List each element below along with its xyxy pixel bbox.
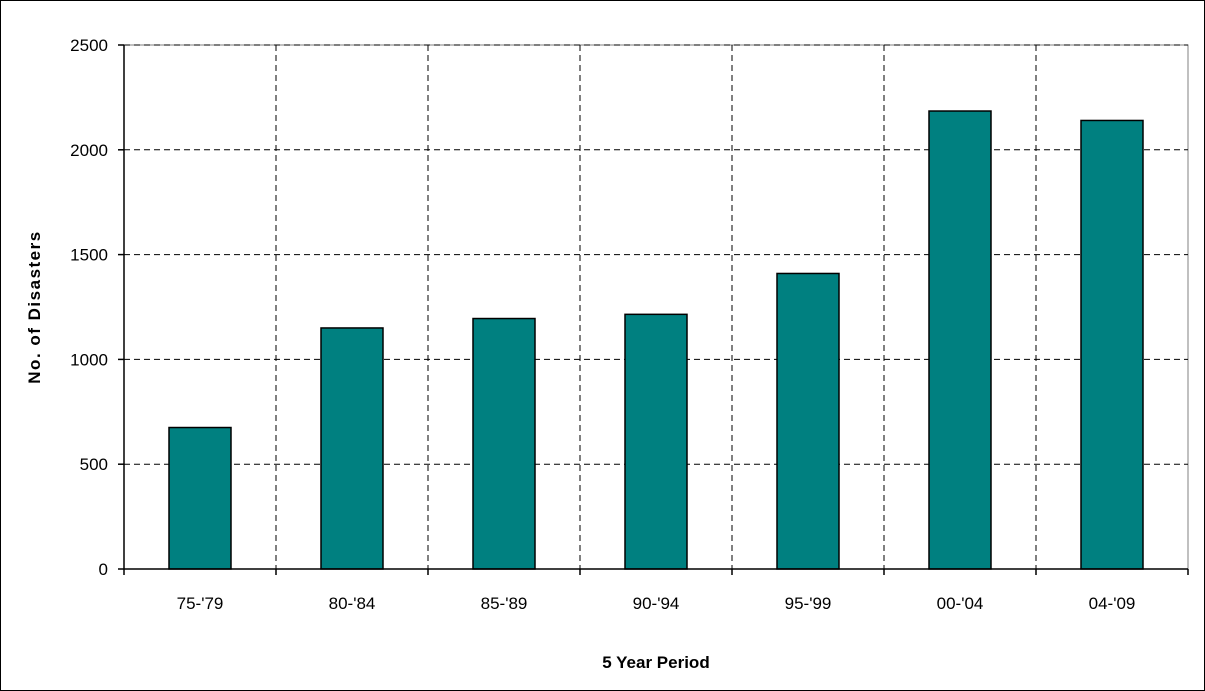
x-tick-label: 04-'09 — [1089, 594, 1136, 613]
y-tick-label: 500 — [80, 455, 108, 474]
bar-5 — [928, 110, 992, 570]
y-axis-ticks: 0 500 1000 1500 2000 2500 — [70, 36, 124, 579]
x-axis-ticks: 75-'79 80-'84 85-'89 90-'94 95-'99 00-'04 04-'… — [123, 569, 1189, 613]
x-tick-label: 80-'84 — [329, 594, 376, 613]
x-tick-label: 75-'79 — [177, 594, 224, 613]
x-axis-title: 5 Year Period — [602, 653, 709, 672]
x-tick-label: 90-'94 — [633, 594, 680, 613]
bar-0 — [168, 426, 232, 570]
y-axis-title: No. of Disasters — [25, 230, 44, 383]
y-tick-label: 1500 — [70, 246, 108, 265]
y-tick-label: 2500 — [70, 36, 108, 55]
y-tick-label: 1000 — [70, 350, 108, 369]
x-tick-label: 95-'99 — [785, 594, 832, 613]
bar-6 — [1080, 119, 1144, 570]
y-tick-label: 2000 — [70, 141, 108, 160]
bar-4 — [776, 272, 840, 570]
bar-3 — [624, 313, 688, 570]
bar-series — [168, 110, 1144, 570]
x-tick-label: 85-'89 — [481, 594, 528, 613]
bar-1 — [320, 327, 384, 570]
x-tick-label: 00-'04 — [937, 594, 984, 613]
bar-2 — [472, 317, 536, 570]
axes — [123, 45, 1188, 570]
y-tick-label: 0 — [99, 560, 108, 579]
